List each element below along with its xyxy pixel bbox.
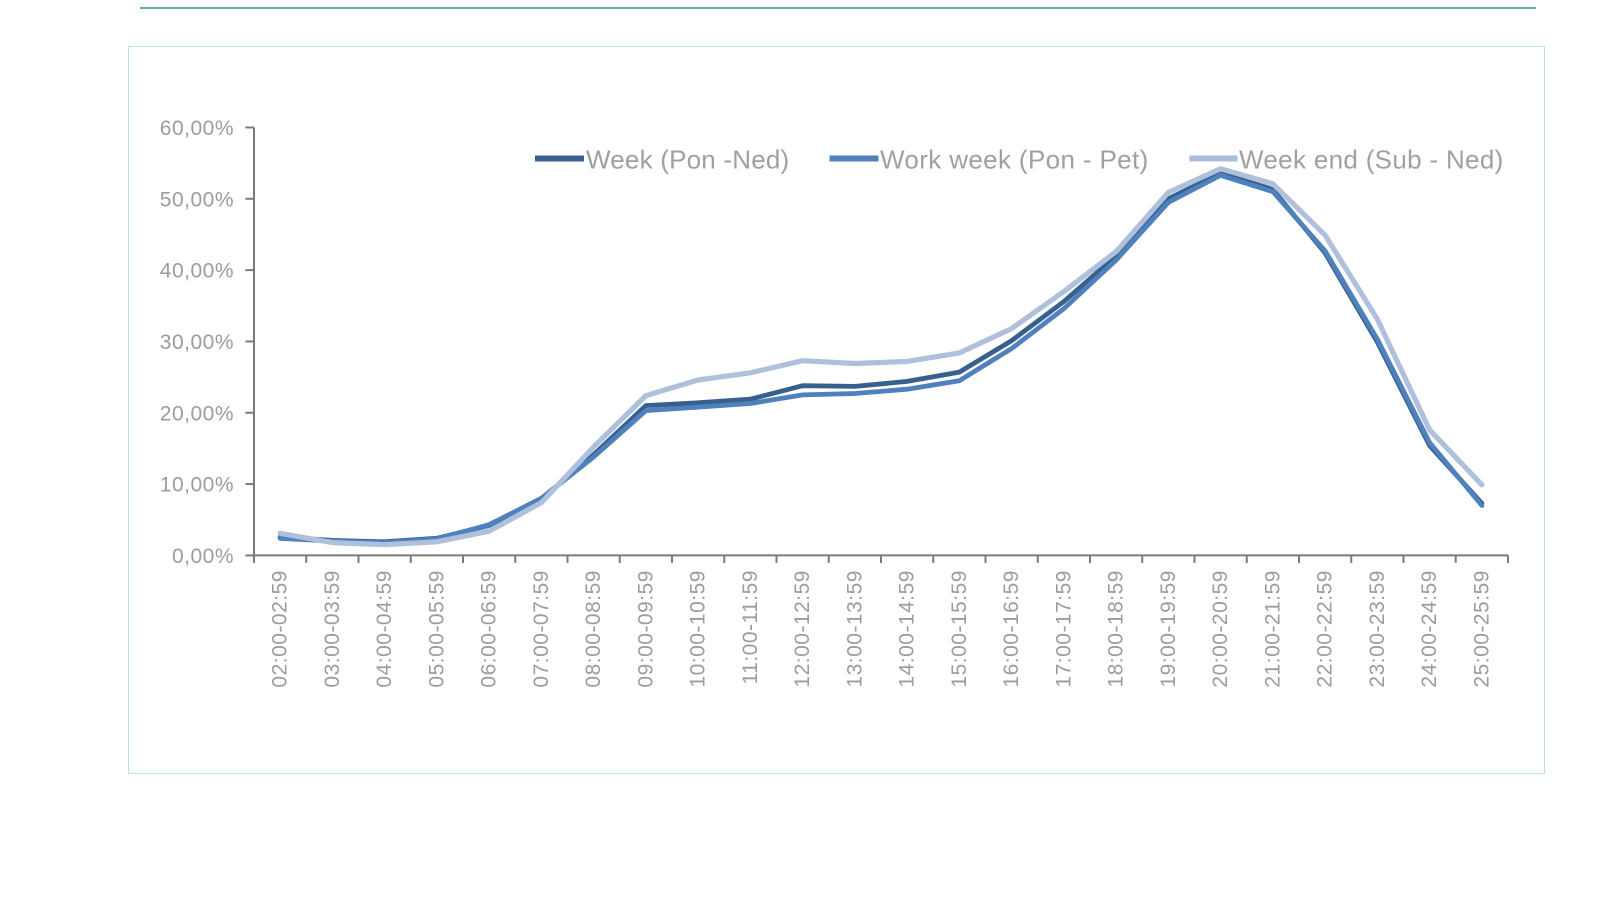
svg-text:17:00-17:59: 17:00-17:59	[1052, 570, 1075, 688]
svg-text:21:00-21:59: 21:00-21:59	[1261, 570, 1284, 688]
svg-text:24:00-24:59: 24:00-24:59	[1418, 570, 1441, 688]
svg-text:12:00-12:59: 12:00-12:59	[791, 570, 814, 688]
svg-text:13:00-13:59: 13:00-13:59	[843, 570, 866, 688]
svg-text:02:00-02:59: 02:00-02:59	[269, 570, 292, 688]
svg-text:0,00%: 0,00%	[172, 545, 234, 568]
svg-text:50,00%: 50,00%	[160, 188, 234, 211]
svg-text:03:00-03:59: 03:00-03:59	[321, 570, 344, 688]
svg-text:20,00%: 20,00%	[160, 402, 234, 425]
svg-text:23:00-23:59: 23:00-23:59	[1366, 570, 1389, 688]
svg-text:60,00%: 60,00%	[160, 117, 234, 140]
svg-text:10,00%: 10,00%	[160, 474, 234, 497]
svg-text:16:00-16:59: 16:00-16:59	[1000, 570, 1023, 688]
svg-text:14:00-14:59: 14:00-14:59	[896, 570, 919, 688]
svg-text:Work week (Pon - Pet): Work week (Pon - Pet)	[880, 145, 1149, 175]
svg-text:04:00-04:59: 04:00-04:59	[373, 570, 396, 688]
svg-text:40,00%: 40,00%	[160, 260, 234, 283]
svg-text:22:00-22:59: 22:00-22:59	[1314, 570, 1337, 688]
svg-text:06:00-06:59: 06:00-06:59	[478, 570, 501, 688]
svg-text:07:00-07:59: 07:00-07:59	[530, 570, 553, 688]
svg-text:08:00-08:59: 08:00-08:59	[582, 570, 605, 688]
svg-text:Week end (Sub - Ned): Week end (Sub - Ned)	[1239, 145, 1504, 175]
svg-text:19:00-19:59: 19:00-19:59	[1157, 570, 1180, 688]
svg-text:05:00-05:59: 05:00-05:59	[425, 570, 448, 688]
svg-text:Week (Pon -Ned): Week (Pon -Ned)	[586, 145, 789, 175]
svg-text:25:00-25:59: 25:00-25:59	[1470, 570, 1493, 688]
svg-text:20:00-20:59: 20:00-20:59	[1209, 570, 1232, 688]
svg-text:11:00-11:59: 11:00-11:59	[739, 570, 762, 684]
svg-text:30,00%: 30,00%	[160, 331, 234, 354]
svg-text:10:00-10:59: 10:00-10:59	[687, 570, 710, 688]
svg-text:15:00-15:59: 15:00-15:59	[948, 570, 971, 688]
svg-text:18:00-18:59: 18:00-18:59	[1105, 570, 1128, 688]
svg-text:09:00-09:59: 09:00-09:59	[634, 570, 657, 688]
